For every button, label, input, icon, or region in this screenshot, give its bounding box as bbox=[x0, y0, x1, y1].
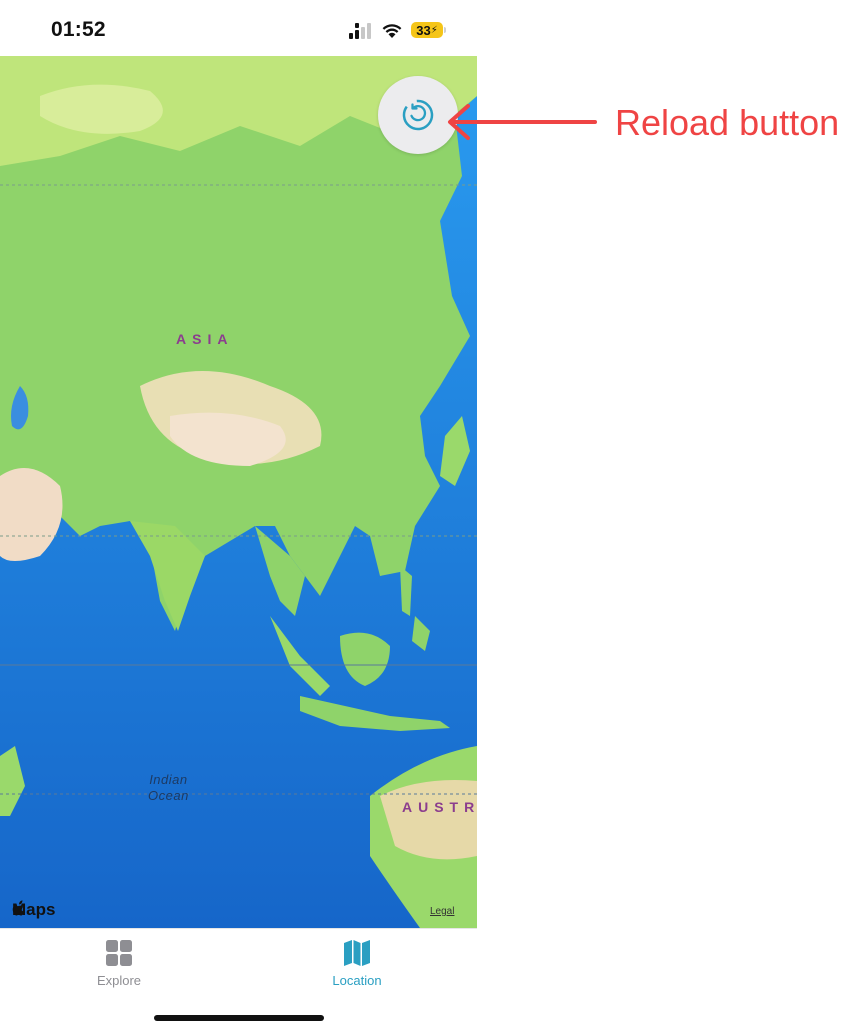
tab-explore[interactable]: Explore bbox=[59, 937, 179, 993]
status-time: 01:52 bbox=[51, 18, 106, 41]
maps-attribution[interactable]: Maps bbox=[12, 900, 55, 920]
grid-icon bbox=[106, 940, 132, 966]
tab-explore-label: Explore bbox=[96, 973, 142, 988]
map-label-ocean-line2: Ocean bbox=[148, 788, 189, 803]
wifi-icon bbox=[382, 24, 402, 38]
tab-bar: Explore Location bbox=[0, 928, 477, 1029]
reload-icon bbox=[402, 99, 434, 131]
reload-button[interactable] bbox=[378, 76, 458, 154]
map-label-asia: ASIA bbox=[176, 331, 234, 347]
annotation-arrow-icon bbox=[448, 104, 597, 140]
battery-tip bbox=[444, 27, 446, 33]
map-terrain bbox=[0, 56, 477, 928]
tab-location-label: Location bbox=[332, 973, 382, 988]
phone-screen: 01:52 33 ⚡ bbox=[0, 0, 477, 1029]
cellular-signal-icon bbox=[349, 23, 371, 39]
tab-location[interactable]: Location bbox=[297, 937, 417, 993]
status-bar: 01:52 33 ⚡ bbox=[0, 0, 477, 56]
battery-charging-icon: 33 ⚡ bbox=[411, 22, 443, 38]
annotation-label: Reload button bbox=[615, 102, 840, 143]
bolt-icon: ⚡ bbox=[430, 24, 438, 36]
battery-level: 33 bbox=[416, 22, 431, 38]
legal-link[interactable]: Legal bbox=[430, 906, 455, 917]
apple-logo-icon bbox=[12, 900, 25, 916]
map-view[interactable]: ASIA AUSTR Indian Ocean Maps Legal bbox=[0, 56, 477, 928]
map-label-indian-ocean: Indian Ocean bbox=[148, 772, 189, 804]
home-indicator[interactable] bbox=[154, 1015, 324, 1021]
map-icon bbox=[344, 940, 370, 966]
map-label-australia: AUSTR bbox=[402, 799, 477, 815]
map-label-ocean-line1: Indian bbox=[149, 772, 188, 787]
